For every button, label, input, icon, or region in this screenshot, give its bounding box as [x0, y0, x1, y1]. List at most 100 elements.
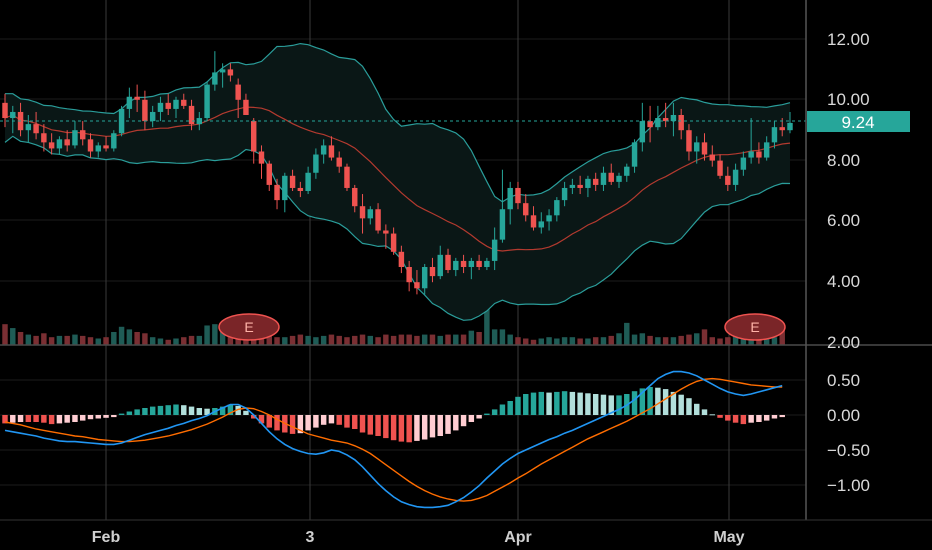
candle-body [787, 122, 793, 131]
macd-histogram-bar [297, 415, 304, 434]
candle-body [523, 203, 529, 216]
macd-histogram-bar [72, 415, 78, 422]
macd-histogram-bar [227, 404, 234, 415]
macd-histogram-bar [709, 414, 715, 416]
candle-body [569, 184, 576, 188]
volume-bar [204, 325, 210, 345]
macd-histogram-bar [421, 415, 428, 440]
volume-bar [383, 334, 389, 345]
macd-histogram-bar [748, 415, 754, 423]
candle-body [515, 187, 521, 204]
candle-body [48, 142, 55, 149]
volume-bar [173, 338, 179, 345]
volume-bar [445, 334, 451, 345]
candle-body [499, 209, 506, 240]
volume-bar [10, 328, 16, 345]
macd-histogram-bar [266, 415, 272, 428]
volume-bar [17, 331, 24, 345]
candle-body [453, 260, 459, 271]
candle-body [352, 187, 358, 207]
candle-body [616, 175, 622, 182]
candle-body [313, 154, 319, 173]
macd-histogram-bar [313, 415, 319, 428]
volume-bar [274, 337, 280, 345]
volume-bar [476, 331, 482, 345]
macd-histogram-bar [359, 415, 366, 433]
candle-body [282, 175, 288, 201]
candle-body [484, 260, 490, 267]
earnings-marker[interactable]: E [724, 313, 786, 341]
y-tick-label: −1.00 [827, 476, 870, 495]
macd-histogram-bar [149, 406, 156, 415]
macd-histogram-bar [320, 415, 327, 425]
candle-body [732, 169, 739, 185]
macd-histogram-bar [725, 415, 731, 421]
macd-histogram-bar [17, 415, 24, 422]
macd-histogram-bar [243, 410, 249, 415]
macd-histogram-bar [491, 409, 498, 415]
candle-body [157, 102, 164, 112]
macd-histogram-bar [33, 415, 39, 422]
volume-bar [499, 329, 506, 345]
volume-bar [523, 338, 529, 345]
volume-bar [592, 337, 599, 345]
volume-bar [289, 335, 296, 345]
earnings-marker[interactable]: E [218, 313, 280, 341]
volume-bar [507, 334, 513, 345]
last-price-value: 9.24 [841, 113, 874, 132]
macd-line [4, 370, 783, 509]
volume-bar [515, 337, 521, 345]
volume-bar [538, 338, 545, 345]
macd-histogram-bar [188, 406, 195, 415]
volume-bar [624, 322, 630, 345]
y-tick-label: 2.00 [827, 333, 860, 352]
volume-bar [554, 338, 560, 345]
candle-body [297, 187, 304, 191]
candle-body [779, 127, 785, 131]
macd-histogram-bar [608, 395, 614, 415]
volume-bar [678, 335, 684, 345]
candle-body [717, 160, 723, 176]
volume-bar [305, 335, 311, 345]
volume-bar [453, 334, 459, 345]
volume-bar [686, 334, 692, 345]
macd-histogram-bar [111, 415, 117, 418]
macd-histogram-bar [142, 408, 148, 415]
macd-histogram-bar [600, 394, 607, 415]
y-tick-label: 4.00 [827, 272, 860, 291]
candle-body [709, 154, 715, 161]
macd-histogram-bar [289, 415, 296, 434]
earnings-marker-label: E [244, 319, 253, 335]
macd-histogram-bar [616, 395, 622, 415]
macd-histogram-bar [655, 387, 661, 415]
volume-bar [701, 329, 708, 345]
macd-axis[interactable]: 0.50 0.00 −0.50 −1.00 [827, 371, 870, 495]
macd-histogram-bar [250, 415, 257, 419]
macd-histogram-bar [173, 404, 179, 415]
x-tick-label: Feb [92, 529, 121, 546]
volume-bar [763, 335, 770, 345]
y-tick-label: 0.00 [827, 406, 860, 425]
macd-histogram-bar [577, 392, 583, 415]
candle-body [561, 187, 568, 201]
candle-body [243, 99, 249, 115]
candle-body [375, 209, 381, 231]
candle-body [725, 175, 731, 185]
last-price-tag: 9.24 [807, 111, 910, 132]
macd-histogram-bar [678, 394, 684, 415]
price-axis[interactable]: 12.00 10.00 8.00 6.00 4.00 2.00 [827, 30, 870, 352]
candle-body [554, 200, 560, 216]
candle-body [437, 254, 443, 277]
macd-histogram-bar [453, 415, 459, 431]
macd-histogram [2, 387, 785, 443]
candle-body [266, 163, 272, 185]
macd-histogram-bar [305, 415, 311, 431]
candle-body [406, 267, 412, 283]
y-tick-label: 8.00 [827, 151, 860, 170]
time-axis[interactable]: Feb 3 Apr May [92, 529, 745, 546]
candle-body [173, 99, 179, 109]
macd-histogram-bar [196, 408, 203, 415]
volume-bars [2, 287, 785, 345]
volume-bar [196, 335, 203, 345]
